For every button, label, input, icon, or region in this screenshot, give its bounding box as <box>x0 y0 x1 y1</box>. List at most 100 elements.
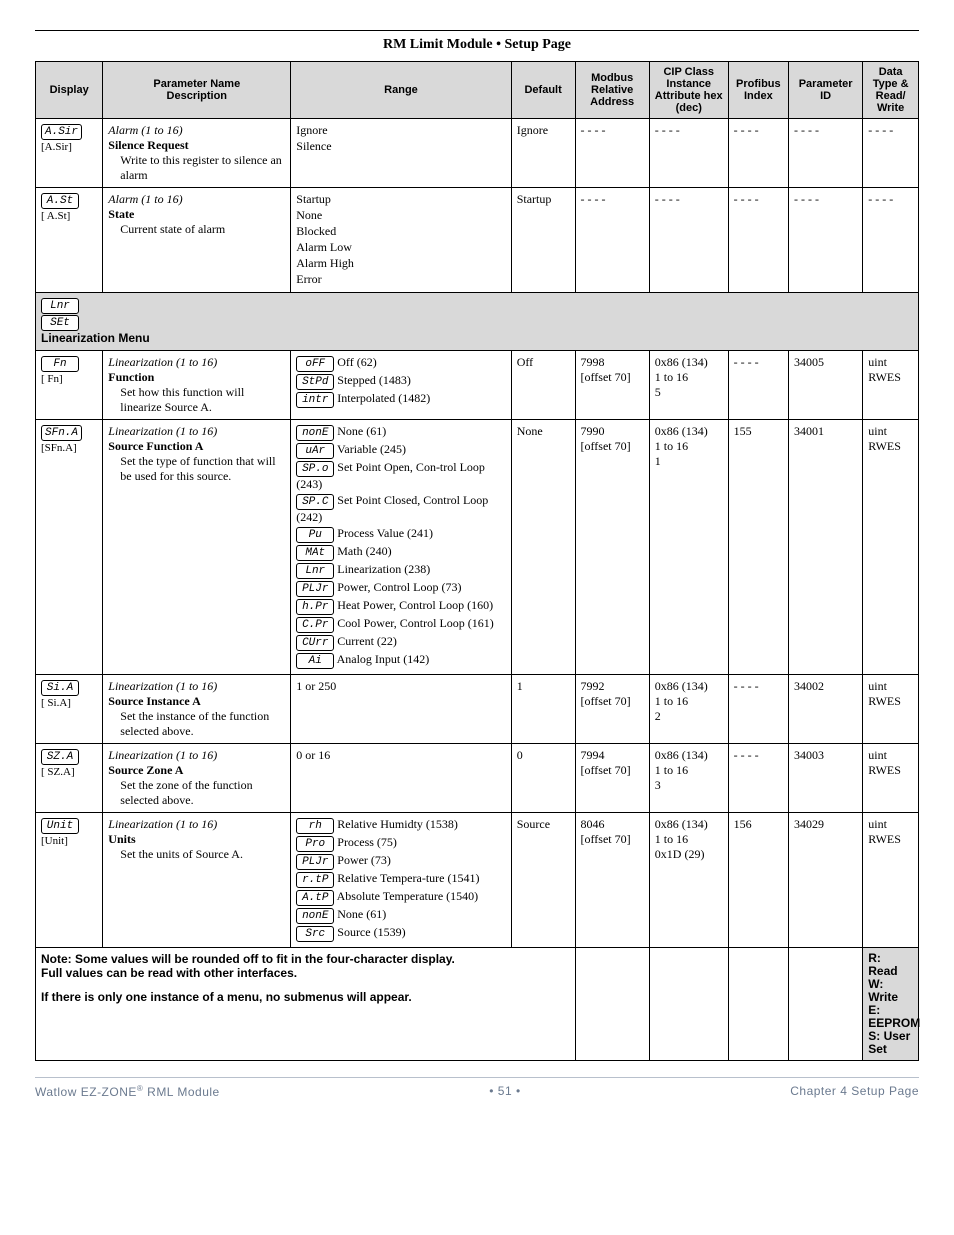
note-empty <box>728 948 788 1061</box>
range-item: Src Source (1539) <box>296 925 505 942</box>
cell-cip: - - - - <box>649 188 728 293</box>
cell-default: Ignore <box>511 119 575 188</box>
legend-cell: R: ReadW: WriteE: EEPROMS: User Set <box>863 948 919 1061</box>
range-item: 1 or 250 <box>296 679 505 694</box>
table-row: Unit [Unit] Linearization (1 to 16) Unit… <box>36 813 919 948</box>
cell-modbus: 8046[offset 70] <box>575 813 649 948</box>
cell-dtype: uintRWES <box>863 813 919 948</box>
cell-pid: 34029 <box>789 813 863 948</box>
note-line2: Full values can be read with other inter… <box>41 966 570 980</box>
range-item: oFF Off (62) <box>296 355 505 372</box>
legend-item: W: Write <box>868 978 913 1004</box>
cell-pid: 34002 <box>789 675 863 744</box>
note-empty <box>649 948 728 1061</box>
cell-pid: - - - - <box>789 119 863 188</box>
table-row: A.St [ A.St] Alarm (1 to 16) State Curre… <box>36 188 919 293</box>
range-item: rh Relative Humidty (1538) <box>296 817 505 834</box>
table-row: A.Sir [A.Sir] Alarm (1 to 16) Silence Re… <box>36 119 919 188</box>
range-box: intr <box>296 392 334 408</box>
range-item: Blocked <box>296 224 505 239</box>
range-box: A.tP <box>296 890 334 906</box>
cell-dtype: - - - - <box>863 119 919 188</box>
footer-center: • 51 • <box>220 1084 791 1099</box>
page-header: RM Limit Module • Setup Page <box>35 35 919 61</box>
range-item: MAt Math (240) <box>296 544 505 561</box>
cell-param: Linearization (1 to 16) Source Instance … <box>103 675 291 744</box>
cell-modbus: - - - - <box>575 188 649 293</box>
cell-param: Linearization (1 to 16) Units Set the un… <box>103 813 291 948</box>
range-item: Ignore <box>296 123 505 138</box>
cell-range: nonE None (61) uAr Variable (245) SP.o S… <box>291 420 511 675</box>
cell-profibus: - - - - <box>728 188 788 293</box>
display-sub: [SFn.A] <box>41 442 97 454</box>
cell-display: SZ.A [ SZ.A] <box>36 744 103 813</box>
cell-display: Unit [Unit] <box>36 813 103 948</box>
range-item: SP.C Set Point Closed, Control Loop (242… <box>296 493 505 525</box>
cell-range: 0 or 16 <box>291 744 511 813</box>
note-row: Note: Some values will be rounded off to… <box>36 948 919 1061</box>
cell-pid: 34003 <box>789 744 863 813</box>
param-ital: Linearization (1 to 16) <box>108 355 217 369</box>
footer-left: Watlow EZ-ZONE® RML Module <box>35 1084 220 1099</box>
range-box: Ai <box>296 653 334 669</box>
range-box: Pro <box>296 836 334 852</box>
range-box: CUrr <box>296 635 334 651</box>
cell-default: 1 <box>511 675 575 744</box>
display-box: SFn.A <box>41 425 82 441</box>
cell-display: A.St [ A.St] <box>36 188 103 293</box>
param-ital: Linearization (1 to 16) <box>108 424 217 438</box>
param-desc: Set the type of function that will be us… <box>108 454 285 484</box>
note-empty <box>575 948 649 1061</box>
cell-dtype: - - - - <box>863 188 919 293</box>
range-box: StPd <box>296 374 334 390</box>
range-item: None <box>296 208 505 223</box>
cell-modbus: - - - - <box>575 119 649 188</box>
cell-modbus: 7990[offset 70] <box>575 420 649 675</box>
range-box: uAr <box>296 443 334 459</box>
cell-display: A.Sir [A.Sir] <box>36 119 103 188</box>
display-sub: [ Si.A] <box>41 697 97 709</box>
legend-item: R: Read <box>868 952 913 978</box>
range-item: 0 or 16 <box>296 748 505 763</box>
footer-right: Chapter 4 Setup Page <box>790 1084 919 1099</box>
param-bold: Units <box>108 832 135 846</box>
cell-profibus: - - - - <box>728 119 788 188</box>
cell-display: Fn [ Fn] <box>36 351 103 420</box>
range-box: PLJr <box>296 854 334 870</box>
range-box: nonE <box>296 425 334 441</box>
param-desc: Set how this function will linearize Sou… <box>108 385 285 415</box>
param-desc: Set the zone of the function selected ab… <box>108 778 285 808</box>
range-item: r.tP Relative Tempera-ture (1541) <box>296 871 505 888</box>
range-item: intr Interpolated (1482) <box>296 391 505 408</box>
param-bold: Source Zone A <box>108 763 183 777</box>
range-box: oFF <box>296 356 334 372</box>
cell-dtype: uintRWES <box>863 744 919 813</box>
param-desc: Current state of alarm <box>108 222 285 237</box>
range-item: h.Pr Heat Power, Control Loop (160) <box>296 598 505 615</box>
cell-modbus: 7998[offset 70] <box>575 351 649 420</box>
range-box: SP.C <box>296 494 334 510</box>
range-item: Startup <box>296 192 505 207</box>
cell-param: Linearization (1 to 16) Source Function … <box>103 420 291 675</box>
cell-profibus: 155 <box>728 420 788 675</box>
cell-profibus: - - - - <box>728 675 788 744</box>
cell-cip: 0x86 (134)1 to 160x1D (29) <box>649 813 728 948</box>
cell-profibus: - - - - <box>728 744 788 813</box>
cell-pid: 34001 <box>789 420 863 675</box>
cell-default: 0 <box>511 744 575 813</box>
cell-dtype: uintRWES <box>863 675 919 744</box>
display-box: SZ.A <box>41 749 79 765</box>
display-sub: [ Fn] <box>41 373 97 385</box>
param-ital: Alarm (1 to 16) <box>108 123 182 137</box>
cell-display: SFn.A [SFn.A] <box>36 420 103 675</box>
range-item: PLJr Power (73) <box>296 853 505 870</box>
range-item: Silence <box>296 139 505 154</box>
cell-profibus: - - - - <box>728 351 788 420</box>
note-empty <box>789 948 863 1061</box>
range-box: PLJr <box>296 581 334 597</box>
range-item: C.Pr Cool Power, Control Loop (161) <box>296 616 505 633</box>
cell-param: Linearization (1 to 16) Function Set how… <box>103 351 291 420</box>
table-row: SFn.A [SFn.A] Linearization (1 to 16) So… <box>36 420 919 675</box>
cell-modbus: 7992[offset 70] <box>575 675 649 744</box>
note-line1: Note: Some values will be rounded off to… <box>41 952 570 966</box>
